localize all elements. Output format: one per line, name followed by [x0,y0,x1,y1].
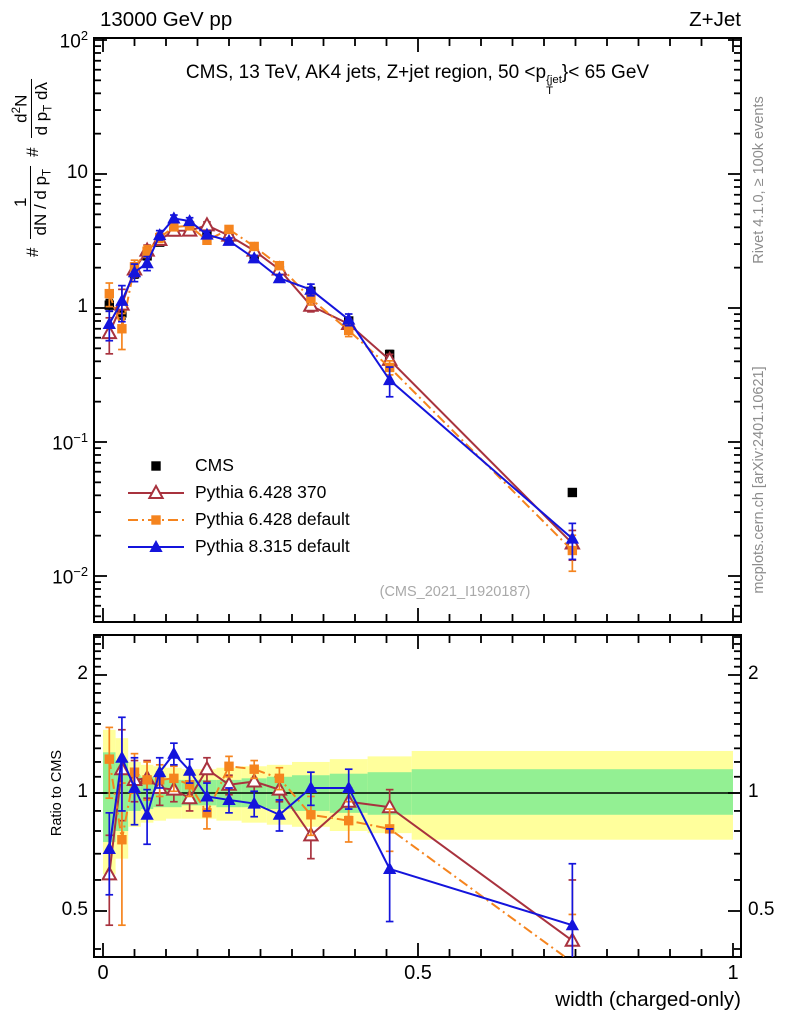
x-axis-label: width (charged-only) [555,988,741,1011]
process-title: Z+Jet [689,8,741,31]
main-y-tick-label: 10 [66,162,88,183]
ratio-y-tick-label-left: 0.5 [61,899,88,920]
legend-item-cms: CMS [127,452,350,479]
main-y-tick-label: 10−1 [52,430,88,455]
ratio-uncertainty-bands [103,729,733,875]
ratio-y-tick-label-right: 2 [748,662,759,684]
ratio-panel-frame [93,634,742,958]
mcplots-arxiv-note: mcplots.cern.ch [arXiv:2401.10621] [751,366,767,594]
analysis-id-watermark: (CMS_2021_I1920187) [379,584,531,600]
legend-marker-pythia6-370 [128,483,184,499]
main-y-tick-label: 10−2 [52,564,88,589]
legend-label-pythia6-default: Pythia 6.428 default [195,509,350,529]
legend: CMS Pythia 6.428 370 Pythia 6.428 defaul… [127,452,350,560]
legend-marker-pythia8-default [128,539,184,552]
series-pythia8-default-ratio [102,716,579,957]
legend-label-pythia6-370: Pythia 6.428 370 [195,482,327,502]
legend-label-pythia8-default: Pythia 8.315 default [195,536,350,556]
legend-item-pythia8-default: Pythia 8.315 default [127,533,350,560]
legend-item-pythia6-370: Pythia 6.428 370 [127,479,350,506]
legend-label-cms: CMS [195,455,234,475]
ratio-y-tick-label-right: 1 [748,781,759,802]
generator-version-note: Rivet 4.1.0, ≥ 100k events [751,96,767,264]
ratio-y-tick-label-left: 2 [77,662,88,684]
band-green [411,769,733,815]
ylabel-hash-2: # [22,147,42,157]
x-tick-label: 0.5 [404,962,432,984]
series-pythia8-default-main [102,211,579,561]
main-panel-frame [93,37,742,623]
ratio-y-tick-label-right: 0.5 [748,899,775,920]
ratio-y-tick-label-left: 1 [77,781,88,802]
observable-title: CMS, 13 TeV, AK4 jets, Z+jet region, 50 … [185,62,650,97]
x-tick-label: 1 [727,962,739,984]
main-y-tick-label: 102 [59,28,88,53]
x-tick-label: 0 [97,962,109,984]
beam-energy-title: 13000 GeV pp [100,8,233,31]
legend-marker-pythia6-default [128,514,184,525]
axis-ticks [94,38,741,957]
ylabel-fraction-2: d2N d pT dλ [11,79,56,139]
main-y-tick-label: 1 [77,296,88,317]
legend-marker-cms [151,460,161,471]
legend-item-pythia6-default: Pythia 6.428 default [127,506,350,533]
ylabel-hash-1: # [22,247,42,257]
